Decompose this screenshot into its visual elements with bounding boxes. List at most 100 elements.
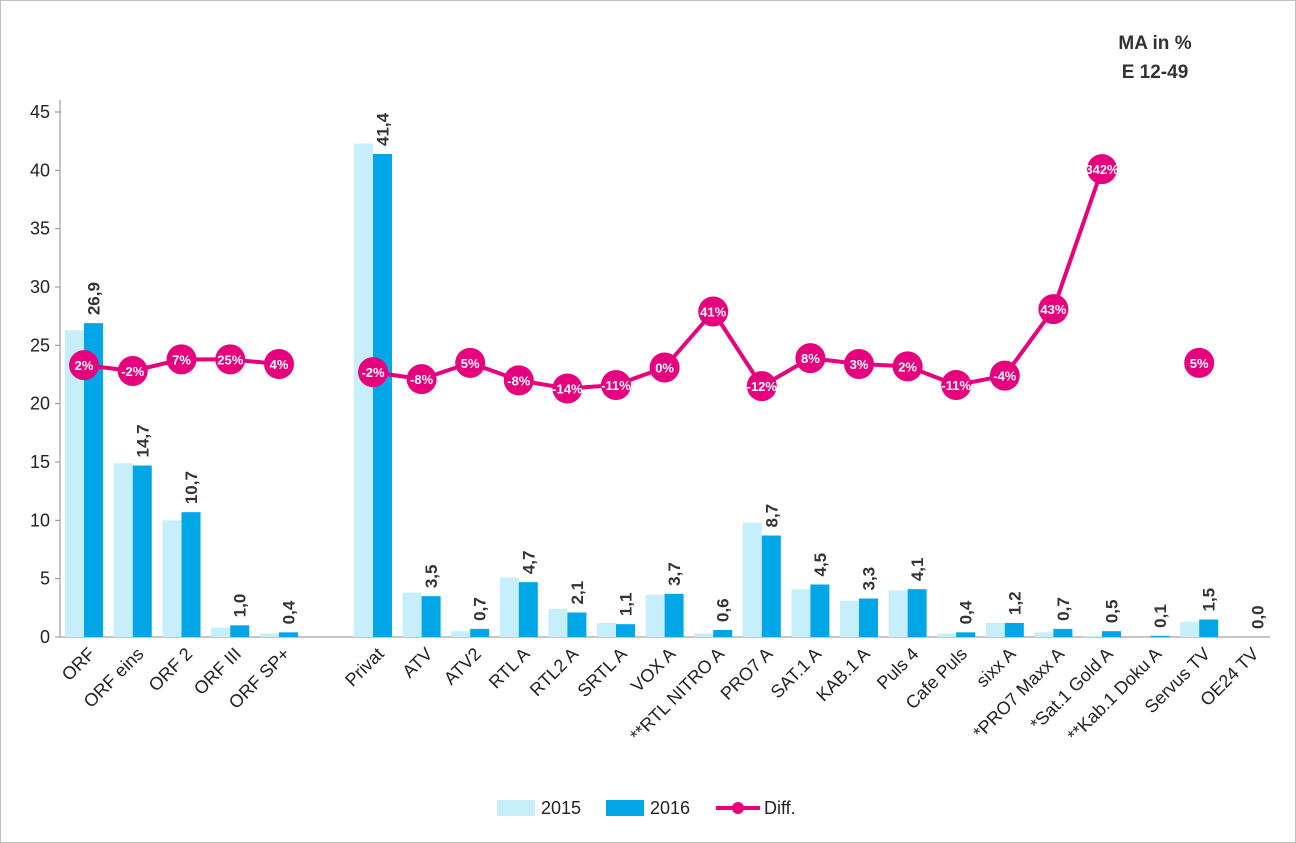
- diff-marker: [989, 360, 1020, 391]
- bars: [65, 143, 1219, 637]
- bar-2015: [260, 633, 279, 637]
- y-tick-label: 30: [30, 277, 50, 297]
- diff-label: -8%: [507, 373, 531, 388]
- bar-value-label: 0,0: [1248, 605, 1267, 629]
- diff-marker: [1184, 347, 1215, 378]
- bar-2015: [451, 631, 471, 637]
- category-label: ORF: [58, 644, 99, 685]
- bar-2015: [499, 577, 519, 637]
- bar-2016: [230, 625, 250, 637]
- diff-marker: [264, 349, 294, 379]
- bar-2016: [84, 323, 103, 637]
- bar-2015: [645, 595, 665, 637]
- bar-value-label: 4,1: [908, 558, 927, 582]
- diff-label: 2%: [75, 358, 94, 373]
- diff-label: -2%: [121, 364, 145, 379]
- category-label: Privat: [341, 644, 388, 691]
- bar-2015: [742, 522, 762, 637]
- bar-2015: [402, 592, 422, 637]
- diff-label: 2%: [898, 359, 917, 374]
- bar-value-label: 1,2: [1005, 591, 1024, 615]
- bar-2016: [1004, 623, 1024, 637]
- bar-2016: [1199, 619, 1219, 637]
- bar-2015: [888, 590, 908, 637]
- diff-marker: [1038, 294, 1069, 325]
- diff-label: 0%: [655, 361, 674, 376]
- category-label: ATV: [398, 644, 436, 682]
- diff-label: 8%: [801, 351, 820, 366]
- category-label: KAB.1 A: [812, 644, 874, 706]
- bar-2015: [1083, 635, 1102, 637]
- bar-value-label: 41,4: [374, 112, 393, 146]
- bar-2015: [597, 623, 616, 637]
- bar-value-label: 26,9: [85, 282, 104, 315]
- y-tick-label: 15: [30, 452, 50, 472]
- bar-2015: [211, 627, 231, 637]
- y-tick-label: 35: [30, 219, 50, 239]
- bar-value-label: 1,1: [617, 593, 636, 617]
- legend-swatch-2015: [497, 800, 535, 816]
- bar-value-label: 3,7: [665, 562, 684, 586]
- bar-value-label: 0,1: [1151, 604, 1170, 628]
- bar-2016: [761, 535, 781, 637]
- bar-2015: [791, 589, 811, 637]
- diff-marker: [117, 356, 148, 386]
- bar-2016: [421, 596, 441, 637]
- diff-marker: [601, 370, 631, 400]
- bar-value-label: 0,6: [714, 598, 733, 622]
- bar-2015: [548, 609, 568, 637]
- diff-marker: [892, 351, 923, 382]
- bar-value-label: 0,4: [280, 600, 299, 624]
- bar-2016: [664, 593, 684, 637]
- bar-value-label: 14,7: [133, 424, 152, 457]
- category-label: RTL2 A: [526, 644, 582, 700]
- bar-2016: [1150, 635, 1170, 637]
- legend-marker-diff: [732, 802, 744, 814]
- diff-marker: [455, 347, 486, 378]
- bar-2016: [810, 584, 830, 637]
- bar-2016: [1102, 631, 1121, 637]
- diff-label: 5%: [461, 356, 480, 371]
- y-tick-label: 40: [30, 160, 50, 180]
- bar-value-label: 10,7: [182, 471, 201, 504]
- diff-label: -2%: [361, 365, 385, 380]
- diff-marker: [406, 364, 437, 395]
- diff-marker: [166, 344, 197, 375]
- diff-marker: [503, 365, 534, 396]
- bar-value-label: 0,5: [1103, 600, 1122, 624]
- y-tick-label: 45: [30, 102, 50, 122]
- y-tick-label: 0: [40, 627, 50, 647]
- diff-marker: [844, 349, 874, 379]
- bar-2015: [113, 463, 133, 637]
- diff-marker: [746, 371, 777, 402]
- diff-label: 43%: [1040, 302, 1066, 317]
- diff-marker: [1087, 154, 1117, 185]
- diff-label: 4%: [270, 357, 289, 372]
- y-tick-label: 5: [40, 569, 50, 589]
- diff-label: -8%: [410, 372, 434, 387]
- category-label: ATV2: [440, 644, 485, 689]
- bar-value-label: 0,7: [1054, 597, 1073, 621]
- legend: 2015 2016 Diff.: [497, 798, 796, 818]
- diff-label: 5%: [1190, 356, 1209, 371]
- diff-label: -4%: [993, 369, 1017, 384]
- bar-2016: [470, 628, 490, 637]
- chart-title: MA in % E 12-49: [1118, 33, 1191, 83]
- diff-line-segment: [372, 168, 1104, 391]
- diff-label: 3%: [850, 357, 869, 372]
- diff-marker: [358, 357, 388, 388]
- diff-marker: [795, 343, 826, 374]
- category-label: SRTL A: [574, 644, 631, 701]
- diff-marker: [649, 352, 680, 383]
- bar-value-label: 0,7: [471, 597, 490, 621]
- bar-value-label: 0,4: [957, 600, 976, 624]
- diff-label: -14%: [552, 382, 583, 397]
- diff-label: -11%: [941, 378, 971, 393]
- y-tick-label: 25: [30, 335, 50, 355]
- bar-2016: [616, 624, 635, 637]
- bar-value-label: 4,7: [519, 551, 538, 575]
- bar-2015: [65, 330, 84, 637]
- legend-label-2016: 2016: [650, 798, 690, 818]
- diff-label: 41%: [700, 305, 726, 320]
